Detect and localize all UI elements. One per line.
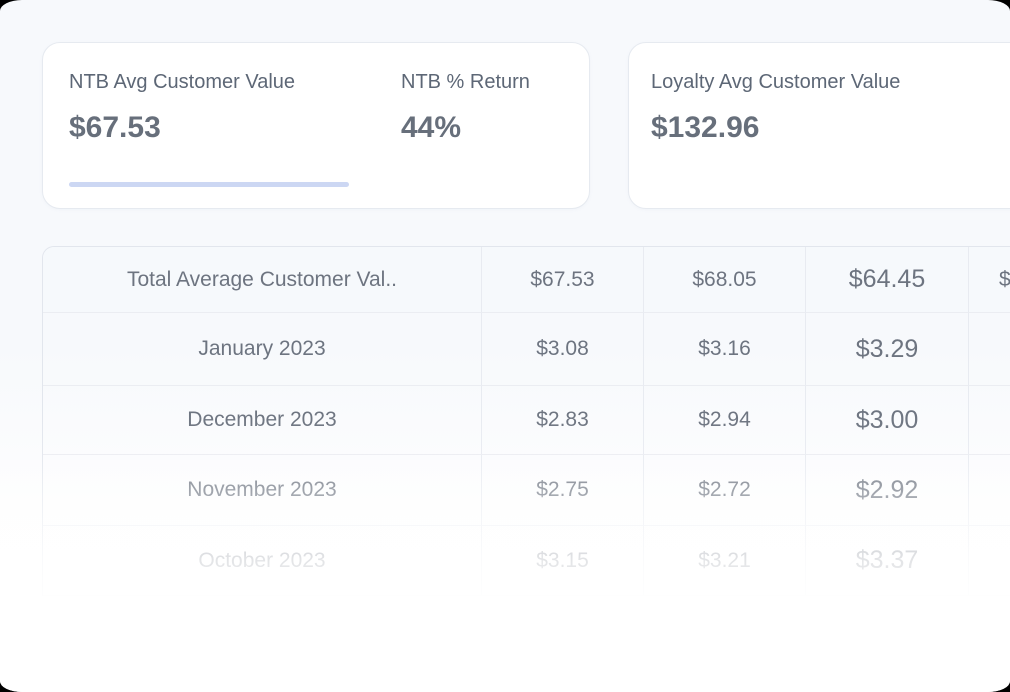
table-header-value-2: $68.05 <box>644 247 806 313</box>
table-header-value-4-clipped: $ <box>969 247 1010 313</box>
loyalty-avg-customer-value-stat: Loyalty Avg Customer Value $132.96 <box>651 71 900 145</box>
ntb-avg-customer-value-stat: NTB Avg Customer Value $67.53 <box>69 71 349 187</box>
table-cell <box>969 313 1010 386</box>
ntb-stats-card: NTB Avg Customer Value $67.53 NTB % Retu… <box>42 42 590 209</box>
table-cell: $3.15 <box>482 526 644 596</box>
table-cell: $2.92 <box>806 455 969 526</box>
table-cell: $3.08 <box>482 313 644 386</box>
table-row-label-october-2023: October 2023 <box>43 526 482 596</box>
table-cell: $2.72 <box>644 455 806 526</box>
customer-value-table: Total Average Customer Val.. $67.53 $68.… <box>42 246 1010 596</box>
loyalty-stats-card: Loyalty Avg Customer Value $132.96 <box>628 42 1010 209</box>
table-cell <box>969 526 1010 596</box>
table-cell: $3.37 <box>806 526 969 596</box>
table-cell: $2.75 <box>482 455 644 526</box>
table-cell <box>969 455 1010 526</box>
table-cell: $3.00 <box>806 386 969 455</box>
table-header-metric: Total Average Customer Val.. <box>43 247 482 313</box>
table-header-value-3: $64.45 <box>806 247 969 313</box>
table-row-label-january-2023: January 2023 <box>43 313 482 386</box>
ntb-percent-return-stat: NTB % Return 44% <box>401 71 530 145</box>
stat-accent-underline <box>69 182 349 187</box>
loyalty-avg-customer-value-label: Loyalty Avg Customer Value <box>651 71 901 93</box>
table-cell <box>969 386 1010 455</box>
loyalty-avg-customer-value: $132.96 <box>651 111 760 144</box>
table-cell: $3.29 <box>806 313 969 386</box>
table-cell: $3.21 <box>644 526 806 596</box>
ntb-avg-customer-value: $67.53 <box>69 111 161 144</box>
ntb-avg-customer-value-label: NTB Avg Customer Value <box>69 71 296 93</box>
table-row-label-november-2023: November 2023 <box>43 455 482 526</box>
ntb-percent-return-label: NTB % Return <box>401 71 530 93</box>
table-cell: $3.16 <box>644 313 806 386</box>
table-cell: $2.94 <box>644 386 806 455</box>
table-header-value-1: $67.53 <box>482 247 644 313</box>
ntb-percent-return-value: 44% <box>401 111 462 144</box>
table-cell: $2.83 <box>482 386 644 455</box>
table-row-label-december-2023: December 2023 <box>43 386 482 455</box>
